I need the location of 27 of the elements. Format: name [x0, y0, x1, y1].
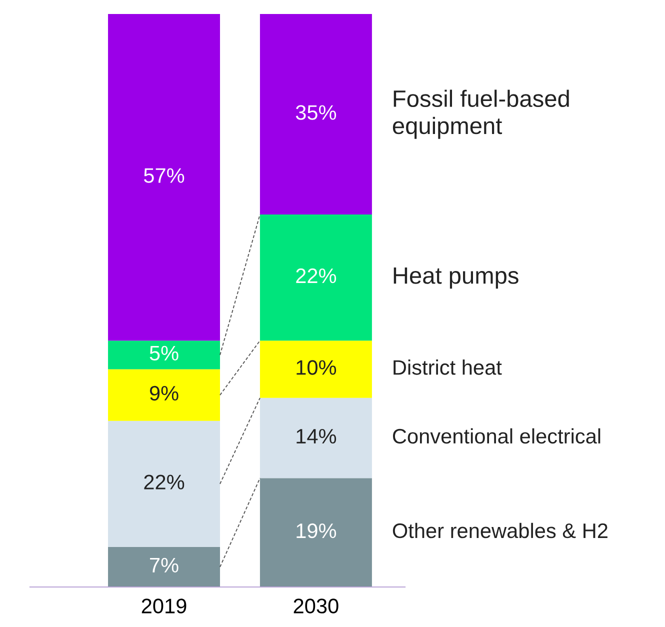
bar	[260, 14, 372, 215]
bar	[108, 546, 220, 587]
data-label: 7%	[150, 558, 178, 572]
x-tick-label: 2030	[294, 598, 338, 614]
data-label: 9%	[150, 386, 178, 401]
bar	[108, 369, 220, 421]
data-label: 22%	[296, 268, 336, 284]
data-label: 14%	[296, 428, 336, 444]
series-label: Heat pumps	[394, 267, 518, 289]
data-label: 19%	[296, 523, 336, 538]
data-label: 35%	[296, 105, 336, 120]
bar	[260, 398, 372, 478]
series-label: Fossil fuel-based equipment	[392, 90, 569, 139]
bar	[108, 14, 220, 341]
bar	[108, 420, 220, 547]
bar	[260, 340, 372, 398]
series-label: Conventional electrical	[392, 428, 600, 444]
series-label: Other renewables & H2	[392, 522, 608, 538]
x-tick-label: 2019	[142, 598, 186, 614]
bar	[108, 340, 220, 370]
data-label: 5%	[150, 346, 178, 361]
data-label: 10%	[296, 360, 336, 375]
series-label: District heat	[394, 360, 502, 375]
bar	[260, 478, 372, 587]
data-label: 57%	[144, 168, 184, 183]
data-label: 22%	[144, 474, 184, 490]
bar	[260, 214, 372, 341]
